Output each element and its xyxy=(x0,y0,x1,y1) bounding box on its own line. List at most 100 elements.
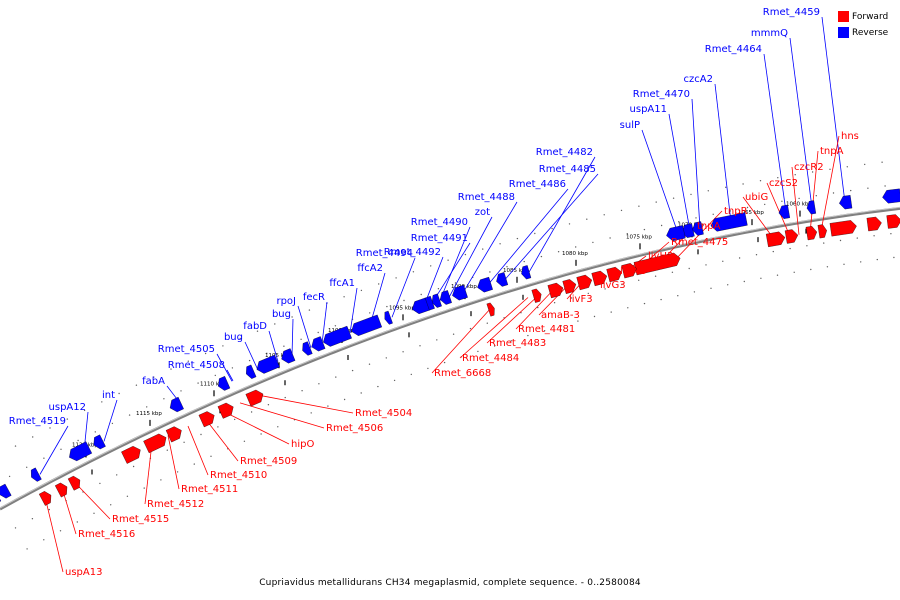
forward-gene xyxy=(245,389,264,407)
track-dot xyxy=(626,233,628,235)
track-dot xyxy=(239,337,241,340)
track-dot xyxy=(187,360,189,362)
track-dot xyxy=(884,185,886,187)
map-caption: Cupriavidus metallidurans CH34 megaplasm… xyxy=(259,578,641,588)
track-dot xyxy=(210,455,212,457)
track-dot xyxy=(793,271,795,273)
track-dot xyxy=(234,418,236,421)
reverse-gene xyxy=(806,200,817,215)
track-dot xyxy=(655,201,657,203)
track-dot xyxy=(77,439,79,442)
track-dot xyxy=(437,288,440,290)
track-dot xyxy=(815,195,817,197)
track-dot xyxy=(126,495,129,497)
track-dot xyxy=(738,257,741,259)
track-dot xyxy=(540,255,543,258)
track-dot xyxy=(523,260,525,263)
scale-tick-label: 1110 kbp xyxy=(200,381,226,387)
track-dot xyxy=(551,227,553,230)
track-dot xyxy=(604,288,606,290)
reverse-gene xyxy=(692,221,704,236)
reverse-gene-label: Rmet_4459 xyxy=(763,7,820,18)
track-dot xyxy=(60,448,62,450)
track-dot xyxy=(695,217,697,219)
track-dot xyxy=(772,250,774,253)
track-dot xyxy=(143,487,145,489)
track-dot xyxy=(300,338,302,340)
track-dot xyxy=(204,352,207,355)
track-dot xyxy=(403,299,405,302)
forward-leader xyxy=(204,418,239,462)
track-dot xyxy=(760,277,762,279)
forward-gene-label: Rmet_4516 xyxy=(78,529,135,540)
track-dot xyxy=(260,433,262,435)
track-dot xyxy=(890,233,892,235)
backbone-highlight xyxy=(0,207,900,509)
reverse-gene xyxy=(0,483,12,499)
forward-leader xyxy=(809,150,819,234)
reverse-gene xyxy=(521,265,532,280)
forward-leader xyxy=(820,135,840,232)
track-dot xyxy=(660,224,663,227)
reverse-gene-label: Rmet_4505 xyxy=(158,344,215,355)
reverse-gene-label: Rmet_4482 xyxy=(536,147,593,158)
track-dot xyxy=(534,232,536,235)
legend-forward-label: Forward xyxy=(852,11,889,22)
reverse-gene xyxy=(323,325,352,347)
track-dot xyxy=(671,271,674,273)
track-dot xyxy=(577,320,579,322)
track-dot xyxy=(876,258,878,261)
forward-gene-label: Rmet_4515 xyxy=(112,514,169,525)
forward-gene-label: livM3 xyxy=(620,266,646,277)
forward-gene xyxy=(805,226,818,241)
reverse-gene-label: Rmet_4470 xyxy=(633,89,690,100)
forward-gene xyxy=(67,475,81,491)
track-dot xyxy=(335,376,337,378)
track-dot xyxy=(568,223,571,225)
scale-tick-label: 1060 kbp xyxy=(786,202,812,208)
reverse-leader xyxy=(291,318,294,356)
forward-leader xyxy=(221,410,290,445)
reverse-leader xyxy=(714,83,732,223)
forward-gene-label: Rmet_4509 xyxy=(240,456,297,467)
reverse-gene xyxy=(710,212,748,232)
reverse-gene-label: mmmQ xyxy=(751,28,788,39)
reverse-gene-label: ffcA2 xyxy=(357,263,383,274)
reverse-gene-label: fecR xyxy=(303,292,325,303)
track-dot xyxy=(443,361,446,364)
reverse-gene xyxy=(384,310,393,325)
track-dot xyxy=(789,247,791,250)
reverse-gene-label: bug xyxy=(272,309,291,320)
forward-leader xyxy=(766,182,791,237)
track-dot xyxy=(43,539,45,541)
track-dot xyxy=(385,357,387,359)
track-dot xyxy=(402,351,404,353)
forward-gene-label: czcS2 xyxy=(769,178,798,189)
track-dot xyxy=(660,298,662,301)
track-dot xyxy=(506,266,508,268)
track-dot xyxy=(222,345,224,347)
reverse-leader xyxy=(349,287,358,333)
track-dot xyxy=(486,322,488,324)
track-dot xyxy=(217,426,219,428)
reverse-gene xyxy=(778,204,791,219)
reverse-gene xyxy=(839,195,853,210)
track-dot xyxy=(93,512,95,514)
reverse-gene-label: uspA12 xyxy=(49,402,86,413)
reverse-gene xyxy=(311,336,326,352)
track-dot xyxy=(250,411,253,413)
forward-swatch xyxy=(838,11,849,22)
track-dot xyxy=(725,186,727,188)
track-dot xyxy=(146,406,148,408)
track-dot xyxy=(447,259,449,261)
forward-gene-label: livH3 xyxy=(648,251,673,262)
forward-gene xyxy=(621,263,637,279)
reverse-gene xyxy=(256,354,280,374)
track-dot xyxy=(214,374,216,377)
track-dot xyxy=(811,171,814,173)
track-dot xyxy=(200,433,202,436)
reverse-gene xyxy=(93,434,106,450)
track-dot xyxy=(678,221,680,223)
forward-leader xyxy=(791,166,800,235)
forward-gene xyxy=(165,426,182,443)
